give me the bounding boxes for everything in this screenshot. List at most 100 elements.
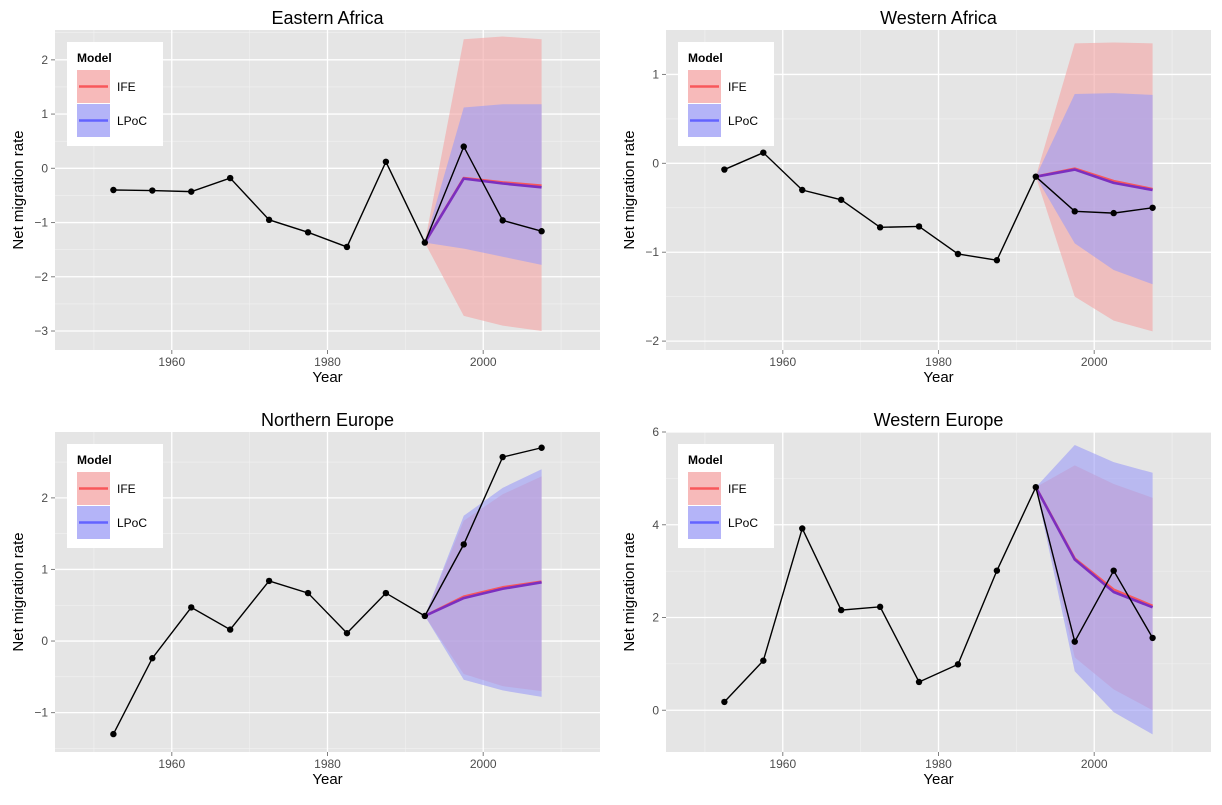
legend-label-lpoc: LPoC: [728, 516, 758, 530]
observed-point: [110, 186, 117, 194]
observed-point: [499, 453, 506, 461]
observed-point: [1110, 209, 1117, 217]
y-axis-label: Net migration rate: [10, 532, 27, 651]
observed-point: [460, 143, 467, 150]
line-lpoc: [1035, 168, 1153, 192]
observed-point: [915, 223, 923, 230]
observed-point: [1149, 204, 1156, 211]
x-tick-label: 1960: [769, 757, 796, 771]
observed-point: [1149, 634, 1156, 642]
x-axis-label: Year: [923, 369, 953, 386]
y-axis-label: Net migration rate: [621, 130, 638, 249]
legend: Model IFE LPoC: [678, 444, 774, 548]
x-tick-label: 1960: [769, 355, 796, 369]
observed-line: [112, 447, 542, 735]
y-tick-label: 1: [41, 562, 48, 576]
x-axis-label: Year: [312, 369, 342, 386]
observed-point: [1032, 173, 1040, 180]
legend-title: Model: [77, 51, 112, 65]
observed-point: [799, 186, 806, 194]
observed-point: [265, 216, 273, 224]
observed-point: [188, 604, 195, 611]
observed-point: [538, 228, 545, 235]
observed-point: [915, 678, 923, 686]
legend-label-lpoc: LPoC: [728, 114, 758, 128]
x-tick-label: 1960: [158, 355, 185, 369]
legend-label-ife: IFE: [117, 80, 136, 94]
observed-point: [149, 187, 156, 194]
observed-point: [1110, 567, 1117, 574]
observed-point: [1071, 638, 1078, 645]
y-tick-label: 2: [41, 53, 48, 67]
observed-point: [876, 603, 884, 611]
band-lpoc: [1035, 444, 1153, 735]
panel-eastern-africa: 1960 1980 2000 −3 −2 −1 0 1 2 Eastern Africa Year N…: [0, 0, 611, 402]
observed-point: [499, 217, 506, 224]
y-tick-label: 1: [41, 107, 48, 121]
observed-point: [799, 525, 806, 532]
band-lpoc: [1035, 93, 1153, 285]
observed-point: [304, 229, 312, 236]
observed-point: [993, 567, 1001, 574]
observed-point: [837, 196, 845, 203]
y-tick-label: −2: [645, 334, 659, 348]
x-tick-label: 1960: [158, 757, 185, 771]
y-axis-label: Net migration rate: [10, 130, 27, 249]
chart-title: Northern Europe: [261, 410, 394, 430]
y-axis-label: Net migration rate: [621, 532, 638, 651]
y-tick-label: −2: [34, 270, 48, 284]
legend-label-ife: IFE: [117, 482, 136, 496]
legend-title: Model: [688, 453, 723, 467]
legend-label-lpoc: LPoC: [117, 114, 147, 128]
y-tick-label: 6: [652, 425, 659, 439]
observed-point: [343, 629, 351, 637]
x-tick-label: 1980: [314, 355, 341, 369]
observed-point: [304, 589, 312, 597]
legend-title: Model: [688, 51, 723, 65]
observed-point: [1032, 483, 1040, 491]
y-tick-label: −3: [34, 324, 48, 338]
x-tick-label: 2000: [470, 355, 497, 369]
observed-point: [188, 188, 195, 195]
y-tick-label: −1: [34, 706, 48, 720]
panel-western-europe: 1960 1980 2000 0 2 4 6 Western Europe Year Net mi…: [611, 402, 1222, 804]
x-tick-label: 1980: [925, 757, 952, 771]
observed-point: [421, 239, 429, 246]
line-lpoc: [423, 177, 542, 244]
y-tick-label: 0: [652, 703, 659, 717]
line-lpoc: [424, 581, 542, 618]
legend: Model IFE LPoC: [678, 42, 774, 146]
observed-point: [382, 158, 390, 165]
legend: Model IFE LPoC: [67, 444, 163, 548]
observed-line: [723, 485, 1154, 703]
chart-eastern-africa: 1960 1980 2000 −3 −2 −1 0 1 2 Eastern Africa Year N…: [10, 8, 600, 386]
legend-label-lpoc: LPoC: [117, 516, 147, 530]
band-lpoc: [424, 469, 542, 697]
observed-point: [343, 243, 351, 251]
chart-western-africa: 1960 1980 2000 −2 −1 0 1 Western Africa Year Net …: [621, 8, 1211, 386]
chart-northern-europe: 1960 1980 2000 −1 0 1 2 Northern Europe Year Net …: [10, 410, 600, 788]
chart-title: Eastern Africa: [271, 8, 384, 28]
observed-point: [110, 730, 117, 738]
observed-point: [954, 250, 962, 258]
y-tick-label: −1: [34, 216, 48, 230]
observed-line: [113, 144, 542, 248]
x-tick-label: 1980: [314, 757, 341, 771]
x-tick-label: 2000: [1081, 355, 1108, 369]
y-tick-label: 2: [41, 491, 48, 505]
panel-northern-europe: 1960 1980 2000 −1 0 1 2 Northern Europe Year Net …: [0, 402, 611, 804]
x-tick-label: 1980: [925, 355, 952, 369]
observed-point: [721, 698, 728, 706]
observed-point: [760, 149, 767, 156]
observed-point: [721, 166, 728, 173]
x-axis-label: Year: [923, 771, 953, 788]
chart-title: Western Africa: [880, 8, 998, 28]
y-tick-label: −1: [645, 245, 659, 259]
y-tick-label: 0: [652, 156, 659, 170]
line-lpoc: [1034, 486, 1154, 609]
observed-point: [265, 577, 273, 585]
panel-western-africa: 1960 1980 2000 −2 −1 0 1 Western Africa Year Net …: [611, 0, 1222, 402]
chart-western-europe: 1960 1980 2000 0 2 4 6 Western Europe Year Net mi…: [621, 410, 1211, 788]
observed-line: [724, 151, 1153, 261]
y-tick-label: 0: [41, 161, 48, 175]
